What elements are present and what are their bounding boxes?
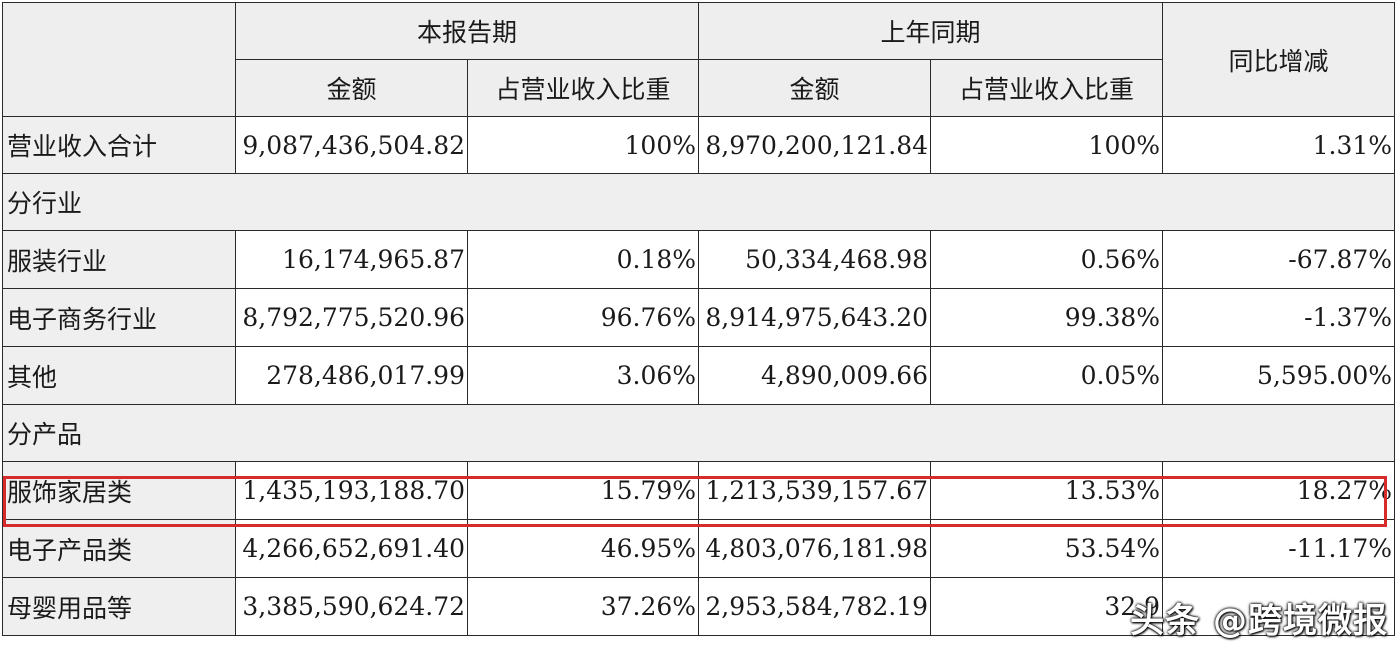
amount-current-cell: 4,266,652,691.40: [235, 519, 468, 578]
ratio-prior-header: 占营业收入比重: [930, 59, 1164, 117]
ratio-current-cell: 3.06%: [466, 346, 700, 405]
amount-prior-cell: 50,334,468.98: [698, 230, 932, 289]
table-row: 电子产品类 4,266,652,691.40 46.95% 4,803,076,…: [2, 519, 1396, 578]
amount-current-cell: 278,486,017.99: [235, 346, 468, 405]
amount-current-cell: 3,385,590,624.72: [235, 577, 468, 636]
yoy-cell: -1.37%: [1162, 288, 1396, 347]
row-label: 母婴用品等: [2, 577, 236, 636]
ratio-current-cell: 37.26%: [466, 577, 700, 636]
row-label: 电子产品类: [2, 519, 236, 578]
prior-period-header: 上年同期: [698, 2, 1164, 60]
table-row: 其他 278,486,017.99 3.06% 4,890,009.66 0.0…: [2, 346, 1396, 405]
row-label: 电子商务行业: [2, 288, 236, 347]
yoy-header: 同比增减: [1162, 2, 1396, 117]
yoy-cell: 18.27%: [1162, 461, 1396, 520]
ratio-prior-cell: 53.54%: [930, 519, 1164, 578]
ratio-current-cell: 15.79%: [466, 461, 700, 520]
yoy-cell: -11.17%: [1162, 519, 1396, 578]
amount-prior-cell: 1,213,539,157.67: [698, 461, 932, 520]
ratio-current-cell: 46.95%: [466, 519, 700, 578]
row-label: 其他: [2, 346, 236, 405]
yoy-cell: 5,595.00%: [1162, 346, 1396, 405]
table-row: 服装行业 16,174,965.87 0.18% 50,334,468.98 0…: [2, 230, 1396, 289]
section-row-product: 分产品: [1, 404, 1396, 462]
ratio-prior-cell: 13.53%: [930, 461, 1164, 520]
table-row: 母婴用品等 3,385,590,624.72 37.26% 2,953,584,…: [2, 577, 1396, 636]
revenue-table: 本报告期 上年同期 同比增减 金额 占营业收入比重 金额 占营业收入比重 营业收…: [1, 2, 1396, 636]
ratio-prior-cell: 100%: [930, 116, 1164, 174]
amount-prior-cell: 4,890,009.66: [698, 346, 932, 405]
section-row-industry: 分行业: [1, 173, 1396, 231]
amount-current-header: 金额: [235, 59, 468, 117]
amount-prior-cell: 8,914,975,643.20: [698, 288, 932, 347]
ratio-current-cell: 100%: [466, 116, 700, 174]
amount-current-cell: 8,792,775,520.96: [235, 288, 468, 347]
amount-current-cell: 9,087,436,504.82: [235, 116, 468, 174]
amount-prior-header: 金额: [698, 59, 932, 117]
ratio-current-cell: 96.76%: [466, 288, 700, 347]
amount-prior-cell: 2,953,584,782.19: [698, 577, 932, 636]
row-label: 服装行业: [2, 230, 236, 289]
ratio-current-header: 占营业收入比重: [466, 59, 700, 117]
ratio-prior-cell: 32.9: [930, 577, 1164, 636]
yoy-cell: 1.31%: [1162, 116, 1396, 174]
ratio-current-cell: 0.18%: [466, 230, 700, 289]
amount-current-cell: 16,174,965.87: [235, 230, 468, 289]
yoy-cell: [1162, 577, 1396, 636]
watermark: 头条 @跨境微报: [1130, 601, 1388, 641]
section-label: 分行业: [1, 173, 1396, 231]
row-label: 服饰家居类: [2, 461, 236, 520]
table-row-total: 营业收入合计 9,087,436,504.82 100% 8,970,200,1…: [2, 116, 1396, 174]
section-label: 分产品: [1, 404, 1396, 462]
current-period-header: 本报告期: [234, 2, 700, 60]
ratio-prior-cell: 0.05%: [930, 346, 1164, 405]
row-label: 营业收入合计: [2, 116, 236, 174]
amount-current-cell: 1,435,193,188.70: [235, 461, 468, 520]
corner-cell: [2, 2, 236, 117]
yoy-cell: -67.87%: [1162, 230, 1396, 289]
ratio-prior-cell: 0.56%: [930, 230, 1164, 289]
table-row: 电子商务行业 8,792,775,520.96 96.76% 8,914,975…: [2, 288, 1396, 347]
amount-prior-cell: 4,803,076,181.98: [698, 519, 932, 578]
ratio-prior-cell: 99.38%: [930, 288, 1164, 347]
amount-prior-cell: 8,970,200,121.84: [698, 116, 932, 174]
table-row: 服饰家居类 1,435,193,188.70 15.79% 1,213,539,…: [2, 461, 1396, 520]
